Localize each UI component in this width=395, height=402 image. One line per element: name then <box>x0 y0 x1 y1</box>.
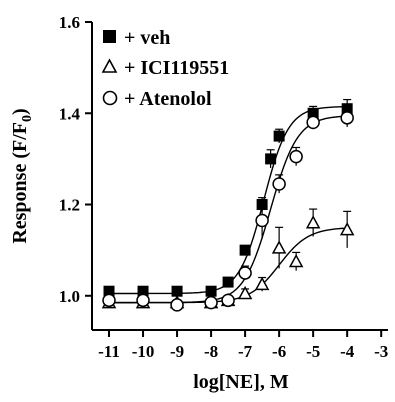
point-ici119551 <box>339 222 355 236</box>
y-tick-label: 1.0 <box>59 287 80 306</box>
point-atenolol <box>255 213 269 228</box>
point-atenolol <box>170 298 184 312</box>
y-axis-ticks: 1.0 1.2 1.4 1.6 <box>59 13 92 306</box>
x-tick-label: -3 <box>374 342 388 361</box>
legend-item-ici119551: + ICI119551 <box>101 57 229 79</box>
point-atenolol <box>238 266 252 280</box>
point-atenolol <box>204 295 218 310</box>
point-atenolol <box>340 111 354 125</box>
point-veh <box>307 107 319 119</box>
point-atenolol <box>221 293 235 308</box>
legend-label-atenolol: + Atenolol <box>124 88 212 110</box>
y-tick-label: 1.2 <box>59 196 80 215</box>
point-ici119551 <box>305 215 321 229</box>
x-tick-label: -4 <box>340 342 355 361</box>
y-axis-label-suffix: ) <box>9 108 31 115</box>
point-ici119551 <box>288 253 304 268</box>
point-veh <box>256 199 268 211</box>
point-veh <box>265 153 277 165</box>
legend: + veh + ICI119551 + Atenolol <box>101 27 229 110</box>
point-atenolol <box>102 293 116 308</box>
point-veh <box>341 103 353 115</box>
legend-marker-open-circle <box>102 90 118 106</box>
point-veh <box>273 130 285 142</box>
x-tick-label: -11 <box>98 342 120 361</box>
y-axis-label: Response (F/F0) <box>9 108 35 243</box>
point-veh <box>222 276 234 288</box>
fit-curves <box>109 105 348 304</box>
x-tick-label: -8 <box>204 342 218 361</box>
legend-item-veh: + veh <box>103 27 170 49</box>
legend-marker-filled-square <box>103 30 116 43</box>
legend-item-atenolol: + Atenolol <box>102 88 212 110</box>
x-axis-ticks: -11 -10 -9 -8 -7 -6 -5 -4 -3 <box>98 330 388 361</box>
point-veh <box>205 285 217 297</box>
y-tick-label: 1.6 <box>59 13 80 32</box>
point-veh <box>103 285 115 297</box>
point-ici119551 <box>254 276 270 291</box>
plot-area: 1.0 1.2 1.4 1.6 -11 -10 -9 -8 -7 -6 -5 -4 -3 <box>59 13 389 361</box>
x-axis-label: log[NE], M <box>193 371 289 393</box>
x-tick-label: -7 <box>238 342 253 361</box>
y-axis-label-subscript: 0 <box>20 115 35 122</box>
point-veh <box>239 244 251 256</box>
x-tick-label: -6 <box>272 342 286 361</box>
point-atenolol <box>306 115 320 130</box>
point-ici119551 <box>271 240 287 254</box>
legend-marker-open-triangle <box>101 58 118 73</box>
point-ici119551 <box>237 285 253 300</box>
x-tick-label: -9 <box>170 342 184 361</box>
point-veh <box>171 285 183 297</box>
error-bars <box>105 98 352 308</box>
point-atenolol <box>289 149 303 164</box>
point-veh <box>137 285 149 297</box>
legend-label-ici119551: + ICI119551 <box>124 57 229 79</box>
legend-label-veh: + veh <box>124 27 170 49</box>
fit-curve-veh <box>109 105 348 295</box>
y-tick-label: 1.4 <box>59 104 81 123</box>
x-tick-label: -10 <box>132 342 155 361</box>
data-points <box>101 103 355 312</box>
x-tick-label: -5 <box>306 342 320 361</box>
point-atenolol <box>136 293 150 308</box>
point-atenolol <box>272 177 286 191</box>
